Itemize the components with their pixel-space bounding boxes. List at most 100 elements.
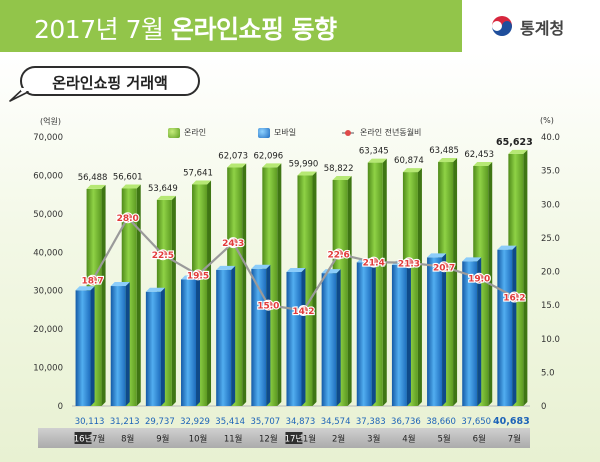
bar-mobile-top bbox=[427, 253, 447, 258]
bar-mobile-front bbox=[181, 279, 197, 406]
yoy-value-label: 22.5 bbox=[152, 251, 174, 261]
legend-swatch-mobile bbox=[258, 128, 270, 138]
mobile-value-label: 31,213 bbox=[110, 417, 140, 427]
bar-online-top bbox=[367, 158, 387, 163]
legend-swatch-yoy bbox=[342, 130, 354, 136]
yoy-marker bbox=[262, 299, 274, 311]
bar-mobile-side bbox=[231, 265, 236, 406]
yoy-marker bbox=[192, 269, 204, 281]
x-tick-label: 7월 bbox=[92, 434, 105, 445]
yoy-marker bbox=[333, 248, 345, 260]
x-tick-label: 7월 bbox=[508, 434, 521, 445]
year-marker-box bbox=[74, 432, 92, 444]
legend-label-online: 온라인 bbox=[184, 128, 207, 137]
bar-mobile bbox=[462, 257, 482, 406]
bar-mobile-side bbox=[406, 260, 411, 406]
mobile-value-label: 32,929 bbox=[180, 417, 210, 427]
mobile-value-label: 34,873 bbox=[286, 417, 316, 427]
yoy-marker bbox=[403, 257, 415, 269]
org-name: 통계청 bbox=[520, 19, 565, 38]
x-tick-label: 8월 bbox=[121, 434, 134, 445]
mobile-value-label: 37,383 bbox=[356, 417, 386, 427]
bar-mobile bbox=[216, 265, 236, 406]
bar-online-side bbox=[242, 163, 247, 406]
bar-mobile-top bbox=[286, 267, 306, 272]
mobile-value-label: 36,736 bbox=[391, 417, 421, 427]
mobile-value-label: 34,574 bbox=[321, 417, 351, 427]
bar-online-side bbox=[417, 168, 422, 406]
online-value-label: 62,453 bbox=[464, 150, 494, 160]
bar-mobile bbox=[286, 267, 306, 406]
mobile-value-label: 30,113 bbox=[75, 417, 105, 427]
mobile-value-label: 29,737 bbox=[145, 417, 175, 427]
x-tick-label: 11월 bbox=[224, 434, 243, 445]
page-title: 2017년 7월 온라인쇼핑 동향 bbox=[34, 10, 337, 46]
bar-online-side bbox=[453, 158, 458, 406]
yoy-value-label: 21.4 bbox=[363, 259, 385, 269]
bar-online-side bbox=[523, 149, 528, 406]
bar-online-top bbox=[86, 184, 106, 189]
title-date: 2017년 7월 bbox=[34, 15, 164, 44]
yoy-value-label: 19.5 bbox=[187, 271, 209, 281]
bar-online-top bbox=[473, 162, 493, 167]
y2-tick-label: 25.0 bbox=[541, 234, 560, 244]
x-tick-label: 1월 bbox=[303, 434, 316, 445]
bar-mobile-top bbox=[462, 257, 482, 262]
bar-online-top bbox=[438, 158, 458, 163]
y2-tick-label: 10.0 bbox=[541, 335, 560, 345]
yoy-marker bbox=[368, 256, 380, 268]
mobile-value-label: 35,707 bbox=[250, 417, 280, 427]
bar-mobile bbox=[110, 282, 130, 406]
bar-mobile bbox=[251, 264, 271, 406]
bar-mobile bbox=[181, 275, 201, 406]
yoy-marker bbox=[438, 261, 450, 273]
bar-mobile-side bbox=[336, 269, 341, 406]
bar-online-top bbox=[332, 175, 352, 180]
x-tick-label: 6월 bbox=[473, 434, 486, 445]
online-value-label: 65,623 bbox=[496, 137, 533, 148]
y-tick-label: 60,000 bbox=[33, 171, 63, 181]
yoy-marker bbox=[122, 212, 134, 224]
mobile-value-label: 35,414 bbox=[215, 417, 245, 427]
legend-swatch-online bbox=[168, 128, 180, 138]
bar-mobile-side bbox=[266, 264, 271, 406]
yoy-value-label: 20.7 bbox=[433, 263, 455, 273]
bar-online-top bbox=[297, 171, 317, 176]
bar-online-top bbox=[192, 180, 212, 185]
online-value-label: 62,096 bbox=[253, 151, 283, 161]
yoy-marker bbox=[473, 272, 485, 284]
yoy-marker bbox=[297, 305, 309, 317]
online-value-label: 60,874 bbox=[394, 156, 424, 166]
bar-mobile bbox=[497, 245, 517, 406]
y-tick-label: 40,000 bbox=[33, 248, 63, 258]
year-marker-box bbox=[285, 432, 303, 444]
bar-mobile bbox=[145, 287, 165, 406]
y-tick-label: 30,000 bbox=[33, 287, 63, 297]
bar-mobile-front bbox=[321, 273, 337, 406]
badge-tail-icon bbox=[9, 88, 30, 102]
bar-mobile-front bbox=[427, 257, 443, 406]
x-tick-label: 9월 bbox=[156, 434, 169, 445]
right-axis-unit: (%) bbox=[540, 116, 554, 125]
bar-online-top bbox=[121, 184, 141, 189]
year-marker-label: 16년 bbox=[74, 434, 93, 445]
online-value-label: 62,073 bbox=[218, 151, 248, 161]
section-badge-label: 온라인쇼핑 거래액 bbox=[52, 74, 168, 92]
year-marker-label: 17년 bbox=[285, 434, 304, 445]
y-tick-label: 10,000 bbox=[33, 364, 63, 374]
bar-online-side bbox=[347, 175, 352, 406]
bar-mobile-front bbox=[75, 290, 91, 406]
bar-mobile-side bbox=[196, 275, 201, 406]
yoy-value-label: 16.2 bbox=[503, 294, 525, 304]
bar-online-side bbox=[277, 163, 282, 406]
bar-mobile-top bbox=[145, 287, 165, 292]
legend-label-yoy: 온라인 전년동월비 bbox=[360, 128, 422, 137]
bar-mobile bbox=[427, 253, 447, 406]
mobile-value-label: 38,660 bbox=[426, 417, 456, 427]
bar-mobile bbox=[356, 258, 376, 406]
bar-online-top bbox=[262, 163, 282, 168]
online-value-label: 56,488 bbox=[78, 173, 108, 183]
yoy-marker bbox=[227, 237, 239, 249]
online-value-label: 53,649 bbox=[148, 184, 178, 194]
